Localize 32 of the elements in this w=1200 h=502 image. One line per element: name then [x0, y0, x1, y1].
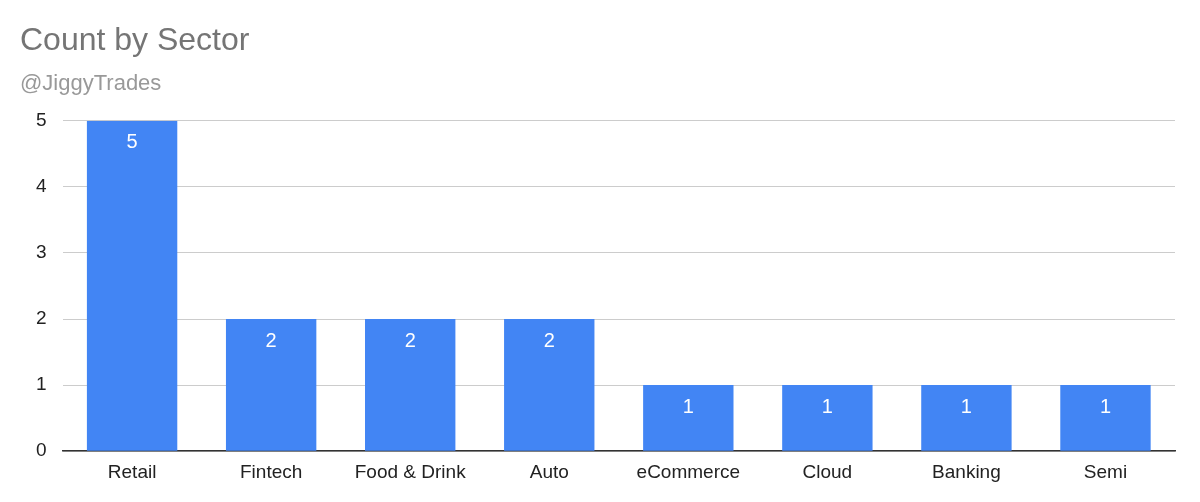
y-tick-label: 1: [35, 373, 47, 395]
x-tick-label: Banking: [932, 460, 1001, 482]
y-tick-label: 3: [35, 241, 47, 263]
x-tick-label: Food & Drink: [354, 460, 467, 482]
x-tick-label: Auto: [529, 460, 569, 482]
bar: [921, 385, 1012, 451]
x-tick-label: eCommerce: [636, 460, 741, 482]
x-tick-label: Semi: [1083, 460, 1128, 482]
data-label: 1: [1099, 394, 1112, 417]
bar: [86, 120, 178, 451]
bar: [643, 385, 734, 451]
bar: [782, 385, 873, 451]
y-tick-label: 5: [35, 109, 47, 131]
x-tick-label: Retail: [107, 460, 157, 482]
data-label: 2: [265, 328, 277, 351]
y-tick-label: 0: [35, 439, 47, 461]
x-tick-label: Cloud: [802, 460, 853, 482]
y-tick-label: 2: [35, 307, 47, 329]
y-tick-label: 4: [35, 175, 47, 197]
data-label: 5: [126, 130, 138, 153]
data-label: 1: [960, 394, 972, 417]
data-label: 2: [404, 328, 416, 351]
bar: [1060, 385, 1151, 451]
bar: [504, 319, 595, 451]
x-tick-label: Fintech: [239, 460, 303, 482]
chart-title: Count by Sector: [20, 21, 250, 58]
chart-subtitle: @JiggyTrades: [20, 69, 162, 95]
bar: [365, 319, 456, 451]
data-label: 1: [682, 394, 694, 417]
data-label: 2: [543, 328, 555, 351]
bar: [225, 319, 317, 451]
data-label: 1: [821, 394, 833, 417]
